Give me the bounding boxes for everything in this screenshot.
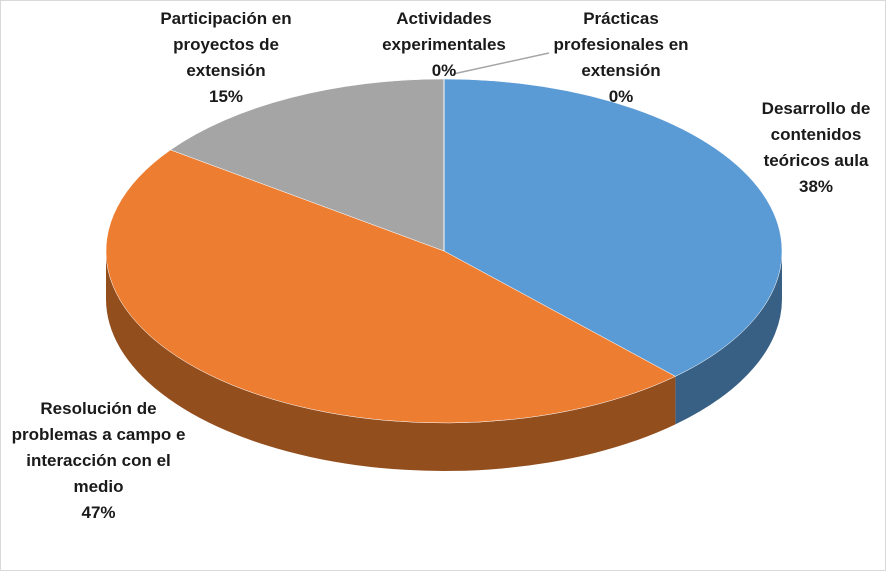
category-label: Resolución de problemas a campo e intera… <box>11 399 186 496</box>
value-label: 38% <box>798 177 834 196</box>
data-label: Resolución de problemas a campo e intera… <box>11 396 186 526</box>
data-label: Actividades experimentales 0% <box>371 6 517 84</box>
category-label: Prácticas profesionales en extensión <box>553 9 689 80</box>
slice-side <box>675 251 782 425</box>
value-label: 0% <box>608 87 634 106</box>
value-label: 15% <box>208 87 244 106</box>
leader-line <box>452 52 550 75</box>
data-label: Participación en proyectos de extensión 1… <box>146 6 306 110</box>
data-label: Desarrollo de contenidos teóricos aula 38… <box>746 96 885 200</box>
slice <box>105 149 676 424</box>
value-label: 0% <box>431 61 457 80</box>
value-label: 47% <box>81 503 116 522</box>
category-label: Desarrollo de contenidos teóricos aula <box>761 99 871 170</box>
slice <box>443 78 783 377</box>
category-label: Participación en proyectos de extensión <box>160 9 292 80</box>
slice-side <box>106 251 676 471</box>
slice <box>170 78 445 252</box>
category-label: Actividades experimentales <box>382 9 506 54</box>
data-label: Prácticas profesionales en extensión 0% <box>541 6 701 110</box>
